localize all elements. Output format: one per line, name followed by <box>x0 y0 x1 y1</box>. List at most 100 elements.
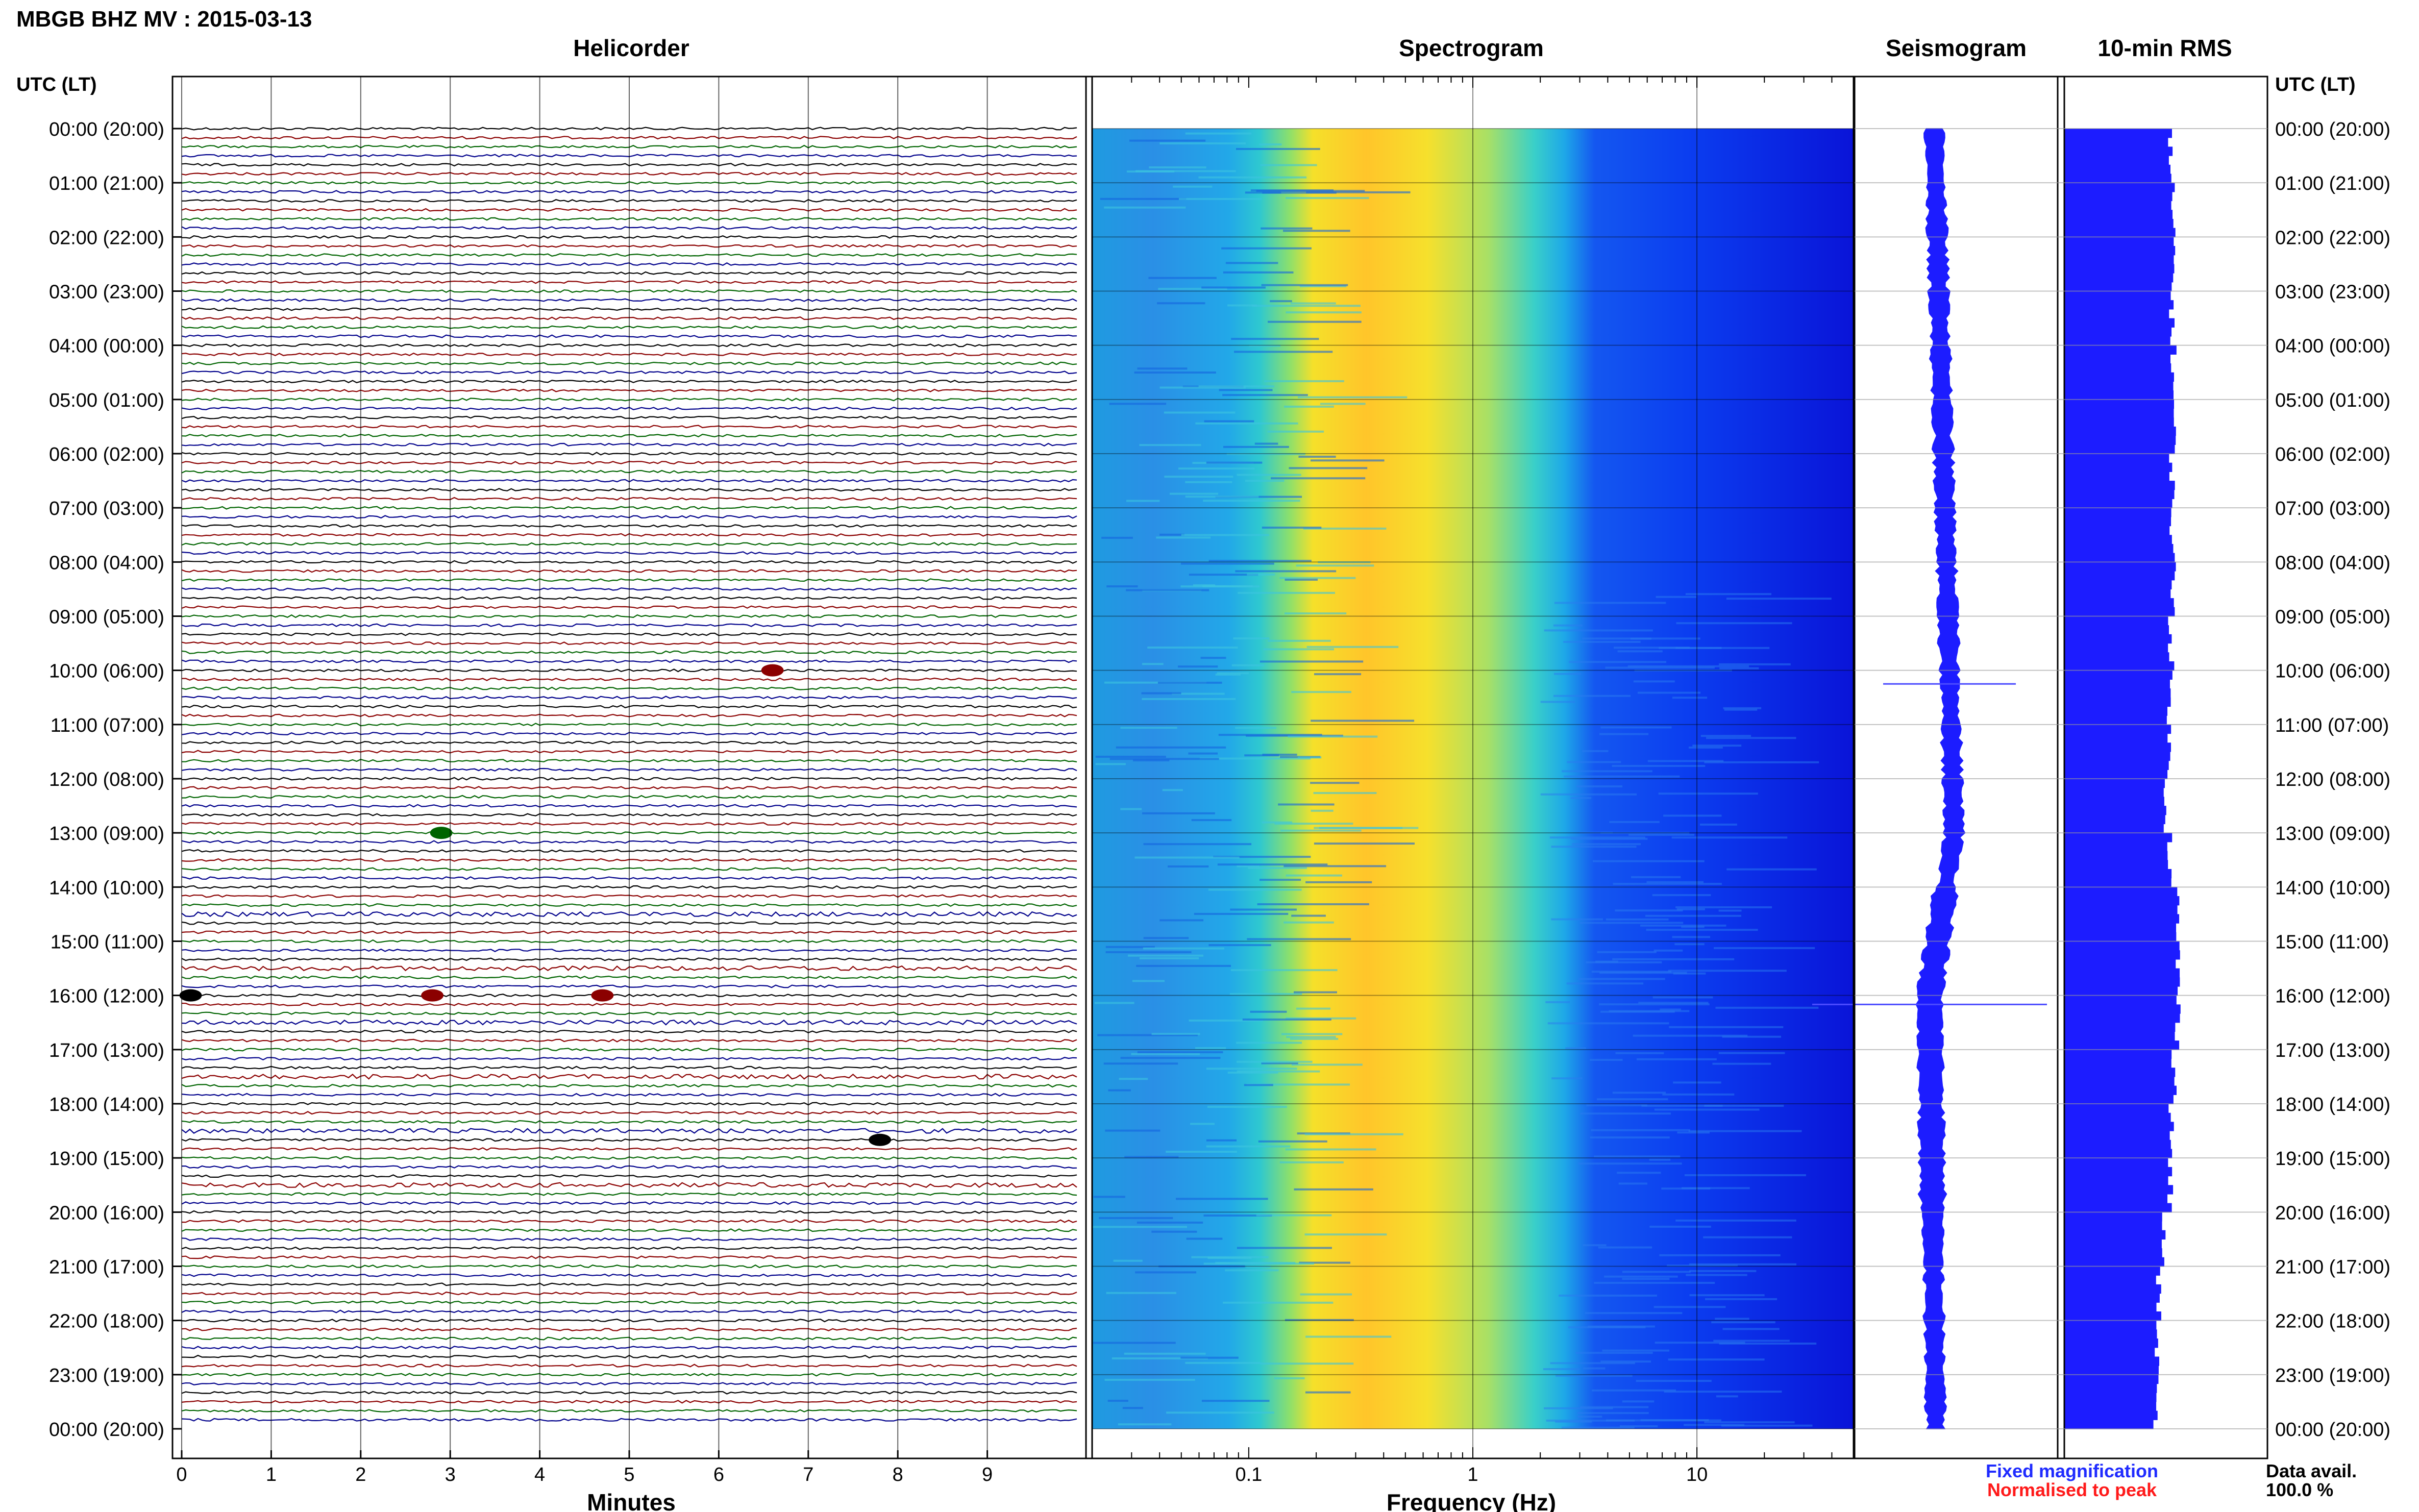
rms-bar <box>2064 426 2176 436</box>
time-label-left: 06:00 (02:00) <box>49 444 164 465</box>
rms-bar <box>2064 336 2170 346</box>
spectrogram-streak <box>1622 1400 1655 1403</box>
spectrogram-streak <box>1540 701 1575 703</box>
spectrogram-streak <box>1237 1060 1313 1063</box>
panel-frames <box>171 76 2268 1459</box>
spectrogram-streak <box>1137 1051 1223 1054</box>
spectrogram-streak <box>1681 926 1705 928</box>
spectrogram-streak <box>1689 1294 1765 1297</box>
spectrogram-streak <box>1700 735 1751 737</box>
rms-bar <box>2064 1185 2174 1195</box>
rms-bar <box>2064 1339 2158 1348</box>
spectrogram-streak <box>1181 534 1269 536</box>
spectrogram-streak <box>1248 866 1307 869</box>
spectrogram-x-tick-label: 1 <box>1467 1464 1478 1485</box>
spectrogram-streak <box>1628 833 1695 836</box>
spectrogram-streak <box>1237 474 1301 476</box>
time-label-left: 17:00 (13:00) <box>49 1040 164 1061</box>
time-label-right: 03:00 (23:00) <box>2275 282 2390 303</box>
spectrogram-streak <box>1112 1357 1208 1359</box>
spectrogram-streak <box>1724 708 1758 711</box>
spectrogram-streak <box>1664 1391 1782 1393</box>
spectrogram-streak <box>1555 1420 1592 1423</box>
spectrogram-streak <box>1310 459 1385 462</box>
spectrogram-streak <box>1617 650 1663 653</box>
spectrogram-streak <box>1570 797 1592 799</box>
spectrogram-x-ticks: 0.1 1 10 <box>1092 77 1854 1485</box>
spectrogram-streak <box>1120 727 1177 729</box>
rms-bar <box>2064 318 2175 328</box>
helicorder-x-tick-label: 8 <box>893 1464 903 1485</box>
rms-bar <box>2064 562 2176 572</box>
spectrogram-streak <box>1305 1335 1392 1338</box>
rms-bar <box>2064 255 2174 265</box>
helicorder-heading: Helicorder <box>573 35 689 61</box>
spectrogram-streak <box>1658 792 1758 795</box>
spectrogram-streak <box>1262 821 1292 824</box>
spectrogram-streak <box>1227 304 1257 307</box>
helicorder-event <box>761 664 784 677</box>
helicorder-x-tick-label: 1 <box>266 1464 277 1485</box>
rms-bar <box>2064 164 2171 175</box>
rms-bar <box>2064 625 2169 635</box>
spectrogram-streak <box>1705 1298 1778 1300</box>
spectrogram-streak <box>1201 1400 1270 1402</box>
spectrogram-streak <box>1572 843 1641 846</box>
helicorder-x-tick-label: 0 <box>176 1464 187 1485</box>
spectrogram-streak <box>1247 938 1351 940</box>
rms-bar <box>2064 191 2173 202</box>
spectrogram-streak <box>1166 1411 1274 1414</box>
rms-bar <box>2064 309 2169 319</box>
spectrogram-streak <box>1594 1155 1681 1158</box>
spectrogram-streak <box>1286 874 1342 877</box>
spectrogram-streak <box>1299 1261 1350 1264</box>
time-label-left: 00:00 (20:00) <box>49 119 164 140</box>
spectrogram-streak <box>1575 1352 1653 1354</box>
rms-bar <box>2064 1212 2162 1222</box>
spectrogram-streak <box>1719 1342 1817 1345</box>
spectrogram-streak <box>1615 909 1683 912</box>
rms-bar <box>2064 1221 2162 1231</box>
spectrogram-streak <box>1262 526 1322 529</box>
rms-bar <box>2064 688 2171 698</box>
spectrogram-streak <box>1585 1312 1683 1315</box>
rms-bar <box>2064 715 2167 725</box>
spectrogram-streak <box>1288 735 1378 738</box>
spectrogram-streak <box>1151 1230 1197 1233</box>
spectrogram-streak <box>1097 1034 1198 1036</box>
spectrogram-streak <box>1207 1257 1252 1259</box>
spectrogram-streak <box>1706 737 1796 739</box>
spectrogram-streak <box>1278 803 1335 806</box>
spectrogram-streak <box>1191 819 1232 822</box>
spectrogram-streak <box>1149 166 1206 169</box>
spectrogram-streak <box>1126 170 1175 173</box>
spectrogram-heatmap <box>1092 129 1854 1429</box>
rms-bar <box>2064 841 2167 852</box>
spectrogram-streak <box>1590 1059 1623 1061</box>
spectrogram-streak <box>1704 1104 1784 1107</box>
spectrogram-streak <box>1310 782 1360 784</box>
spectrogram-streak <box>1582 637 1700 640</box>
time-label-right: 16:00 (12:00) <box>2275 986 2390 1007</box>
spectrogram-streak <box>1122 1407 1143 1409</box>
spectrogram-streak <box>1689 1270 1757 1272</box>
spectrogram-streak <box>1549 836 1645 839</box>
time-label-left: 07:00 (03:00) <box>49 498 164 519</box>
spectrogram-streak <box>1599 972 1687 974</box>
rms-bar <box>2064 173 2171 183</box>
spectrogram-streak <box>1203 500 1300 502</box>
rms-bar <box>2064 1194 2168 1204</box>
rms-bar <box>2064 724 2171 734</box>
spectrogram-streak <box>1217 672 1249 675</box>
rms-bar <box>2064 481 2175 490</box>
spectrogram-streak <box>1189 574 1258 576</box>
spectrogram-streak <box>1723 707 1762 709</box>
spectrogram-streak <box>1215 674 1241 676</box>
spectrogram-streak <box>1655 1342 1745 1344</box>
spectrogram-streak <box>1285 1148 1376 1151</box>
spectrogram-streak <box>1208 888 1302 891</box>
spectrogram-streak <box>1148 277 1217 279</box>
spectrogram-streak <box>1675 906 1772 908</box>
rms-bar <box>2064 1095 2174 1104</box>
spectrogram-streak <box>1260 1362 1354 1365</box>
